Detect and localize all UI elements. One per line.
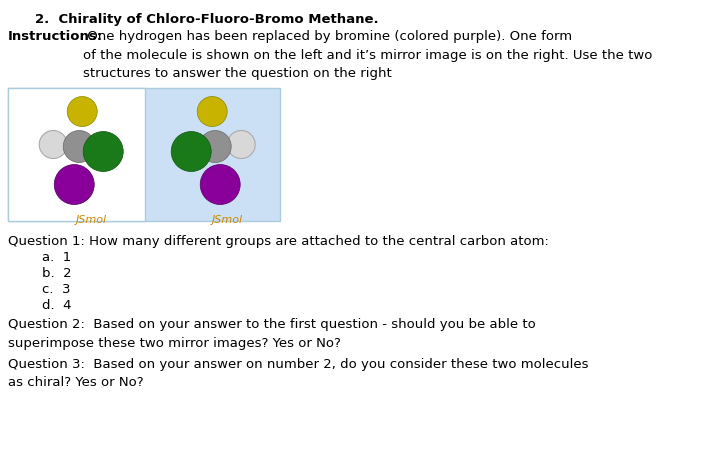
Text: Question 1: How many different groups are attached to the central carbon atom:: Question 1: How many different groups ar… bbox=[8, 235, 549, 248]
Circle shape bbox=[197, 97, 228, 127]
Circle shape bbox=[54, 164, 94, 204]
Text: One hydrogen has been replaced by bromine (colored purple). One form
of the mole: One hydrogen has been replaced by bromin… bbox=[83, 30, 652, 80]
Text: a.  1: a. 1 bbox=[42, 251, 71, 264]
Circle shape bbox=[199, 130, 231, 163]
Circle shape bbox=[228, 130, 255, 158]
Circle shape bbox=[63, 130, 95, 163]
Text: Question 3:  Based on your answer on number 2, do you consider these two molecul: Question 3: Based on your answer on numb… bbox=[8, 358, 588, 390]
Bar bbox=[8, 88, 145, 221]
Text: Instructions:: Instructions: bbox=[8, 30, 103, 43]
Circle shape bbox=[67, 97, 97, 127]
Text: JSmol: JSmol bbox=[212, 215, 243, 225]
Circle shape bbox=[40, 130, 67, 158]
Text: c.  3: c. 3 bbox=[42, 283, 71, 296]
Text: Question 2:  Based on your answer to the first question - should you be able to
: Question 2: Based on your answer to the … bbox=[8, 318, 536, 349]
Text: b.  2: b. 2 bbox=[42, 267, 71, 280]
Circle shape bbox=[84, 131, 123, 172]
Circle shape bbox=[171, 131, 211, 172]
Text: d.  4: d. 4 bbox=[42, 299, 71, 312]
Text: JSmol: JSmol bbox=[76, 215, 107, 225]
Bar bbox=[8, 88, 280, 221]
Text: 2.  Chirality of Chloro-Fluoro-Bromo Methane.: 2. Chirality of Chloro-Fluoro-Bromo Meth… bbox=[35, 13, 379, 26]
Circle shape bbox=[200, 164, 240, 204]
